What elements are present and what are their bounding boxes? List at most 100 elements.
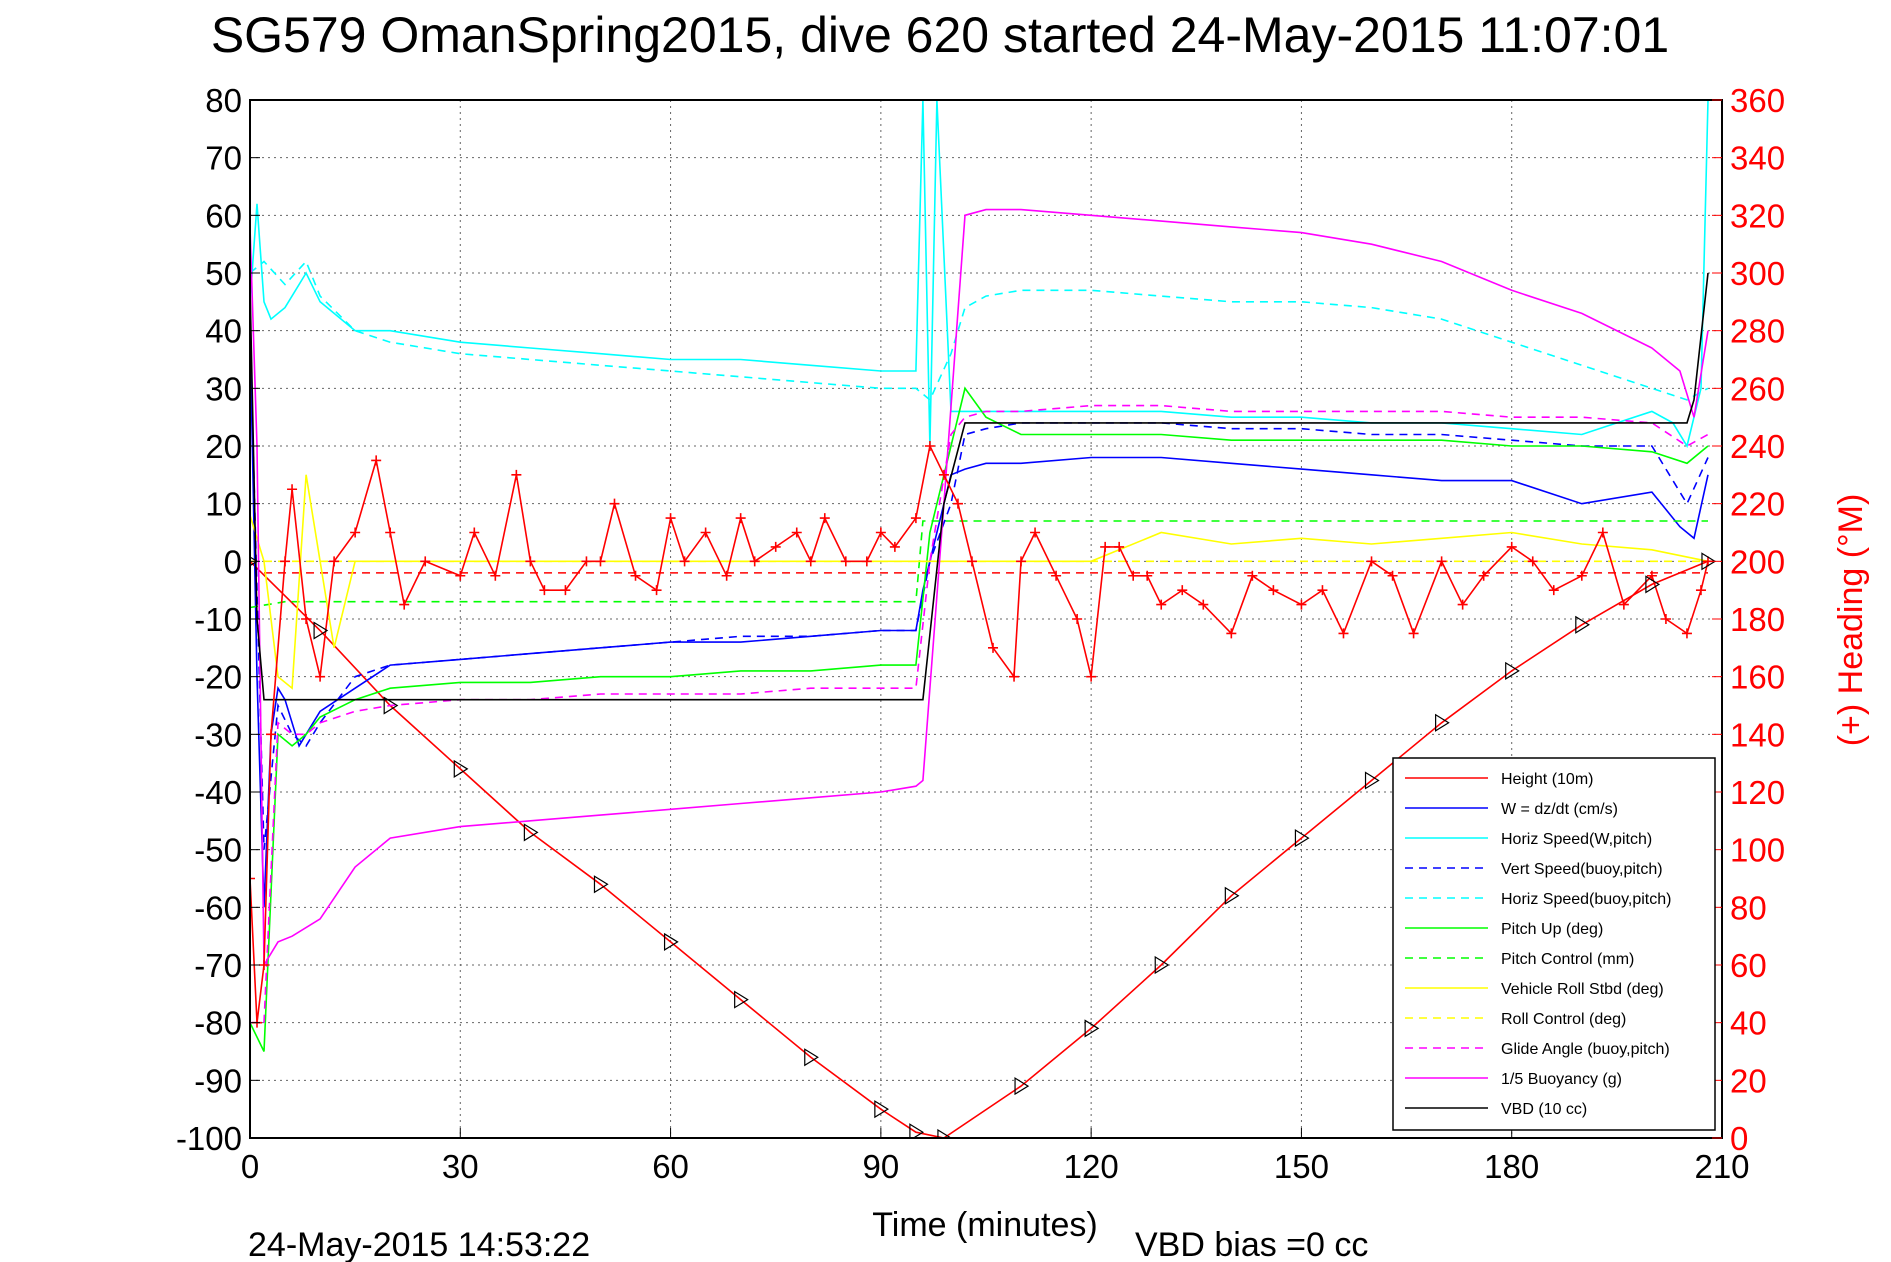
y-tick-label: 50 (205, 255, 242, 292)
heading-point (1177, 585, 1188, 596)
series-line-1-5-buoyancy-g (250, 208, 1709, 968)
heading-point (1618, 599, 1629, 610)
right-tick-label: 280 (1730, 313, 1785, 350)
heading-point (1338, 628, 1349, 639)
x-axis-label: Time (minutes) (872, 1206, 1097, 1244)
x-tick-label: 30 (442, 1148, 479, 1185)
right-tick-label: 60 (1730, 947, 1767, 984)
y-tick-label: -70 (194, 947, 242, 984)
heading-point (805, 556, 816, 567)
y-tick-label: -60 (194, 889, 242, 926)
heading-point (1072, 614, 1083, 624)
x-tick-label: 150 (1274, 1148, 1329, 1185)
heading-point (581, 556, 592, 567)
depth-marker (1701, 552, 1717, 571)
heading-point (721, 570, 732, 581)
x-tick-label: 60 (652, 1148, 689, 1185)
heading-point (1128, 570, 1139, 581)
heading-point (1695, 585, 1706, 596)
heading-point (1009, 671, 1020, 682)
heading-point (700, 527, 711, 538)
right-tick-label: 180 (1730, 601, 1785, 638)
heading-point (966, 556, 977, 567)
heading-point (952, 498, 963, 509)
legend-entry: Glide Angle (buoy,pitch) (1501, 1041, 1670, 1058)
depth-marker (1505, 661, 1520, 680)
depth-marker (383, 696, 399, 715)
heading-point (1198, 599, 1209, 610)
heading-point (1597, 527, 1608, 538)
heading-point (287, 484, 298, 495)
heading-point (1247, 570, 1258, 581)
plot-area (250, 100, 1717, 1138)
depth-marker (909, 1123, 925, 1138)
right-tick-label: 120 (1730, 774, 1785, 811)
legend-entry: Height (10m) (1501, 771, 1593, 788)
heading-point (1478, 570, 1489, 581)
heading-point (1086, 671, 1097, 682)
depth-marker (663, 932, 679, 952)
heading-point (455, 570, 466, 581)
legend-entry: 1/5 Buoyancy (g) (1501, 1071, 1622, 1088)
legend-entry: W = dz/dt (cm/s) (1501, 801, 1618, 818)
x-tick-label: 180 (1484, 1148, 1539, 1185)
right-axis-label: (+) Heading (°M) (1832, 494, 1870, 747)
right-tick-label: 200 (1730, 543, 1785, 580)
right-tick-label: 140 (1730, 716, 1785, 753)
heading-point (280, 556, 291, 567)
depth-marker (804, 1048, 819, 1067)
right-tick-label: 220 (1730, 486, 1785, 523)
series-line-height-10m (250, 560, 1709, 1138)
x-tick-label: 0 (241, 1148, 259, 1185)
legend-entry: VBD (10 cc) (1501, 1101, 1587, 1118)
heading-point (539, 585, 550, 596)
right-tick-label: 0 (1730, 1120, 1748, 1157)
y-tick-label: -30 (194, 716, 242, 753)
depth-marker (1575, 615, 1590, 634)
series-line-horiz-speed-buoy-pitch (250, 260, 1709, 402)
heading-point (560, 585, 571, 596)
right-tick-label: 160 (1730, 659, 1785, 696)
legend-entry: Roll Control (deg) (1501, 1011, 1626, 1028)
heading-point (266, 729, 277, 740)
y-tick-label: -10 (194, 601, 242, 638)
heading-point (1156, 599, 1167, 610)
depth-marker (453, 759, 469, 779)
heading-point (301, 614, 312, 624)
y-tick-label: 60 (205, 197, 242, 234)
depth-marker (523, 823, 539, 842)
heading-point (910, 513, 921, 524)
series-line-pitch-control-mm (250, 520, 1708, 609)
y-tick-label: -50 (194, 832, 242, 869)
heading-point (1296, 599, 1307, 610)
depth-marker (1435, 713, 1450, 732)
heading-point (1317, 585, 1328, 596)
depth-marker (937, 1128, 953, 1138)
heading-point (250, 873, 255, 884)
heading-point (988, 642, 999, 653)
heading-point (371, 455, 382, 466)
heading-point (259, 960, 270, 970)
heading-point (735, 513, 746, 524)
right-tick-label: 300 (1730, 255, 1785, 292)
heading-point (511, 469, 522, 480)
x-tick-label: 90 (862, 1148, 899, 1185)
heading-point (490, 570, 501, 581)
depth-marker (1364, 771, 1380, 790)
legend-entry: Pitch Control (mm) (1501, 951, 1634, 968)
x-tick-label: 120 (1064, 1148, 1119, 1185)
heading-point (350, 527, 361, 538)
y-tick-label: 20 (205, 428, 242, 465)
right-tick-label: 100 (1730, 832, 1785, 869)
y-tick-label: 80 (205, 82, 242, 119)
heading-point (469, 527, 480, 538)
heading-point (385, 527, 396, 538)
right-tick-label: 360 (1730, 82, 1785, 119)
heading-point (1646, 570, 1657, 581)
heading-point (1548, 585, 1559, 596)
series-line-glide-angle-buoy-pitch (250, 404, 1709, 1024)
y-tick-label: -80 (194, 1005, 242, 1042)
heading-point (609, 498, 620, 509)
heading-point (420, 556, 431, 567)
y-tick-label: 0 (224, 543, 242, 580)
